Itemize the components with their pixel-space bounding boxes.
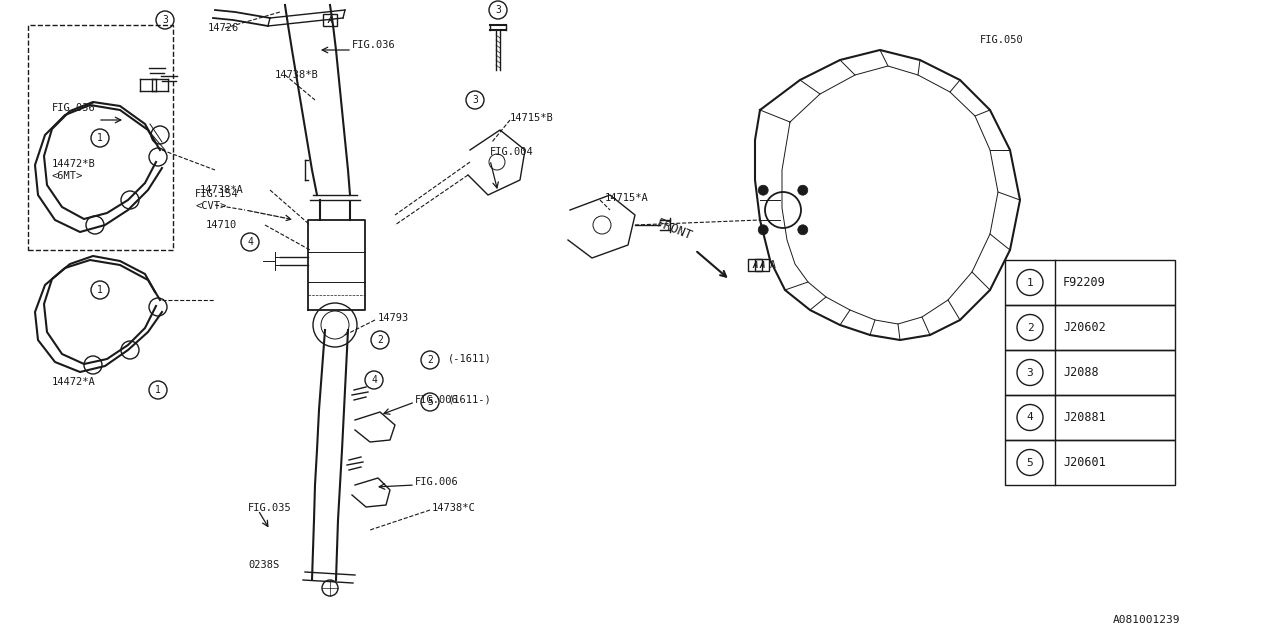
Text: 14738*B: 14738*B: [275, 70, 319, 80]
Bar: [324, 14, 337, 26]
Text: 1: 1: [97, 285, 102, 295]
Bar: [1005, 440, 1175, 485]
Text: 2: 2: [1027, 323, 1033, 333]
Text: 3: 3: [495, 5, 500, 15]
Circle shape: [797, 185, 808, 195]
Bar: [1005, 260, 1175, 305]
Text: 4: 4: [371, 375, 376, 385]
Text: 2: 2: [378, 335, 383, 345]
Text: 1: 1: [155, 385, 161, 395]
Bar: [1005, 350, 1175, 395]
Text: 3: 3: [472, 95, 477, 105]
Bar: [749, 259, 762, 271]
Text: J20602: J20602: [1062, 321, 1106, 334]
Text: A: A: [753, 260, 758, 269]
Text: FIG.006: FIG.006: [415, 395, 458, 405]
Bar: [1005, 395, 1175, 440]
Text: FIG.035: FIG.035: [248, 503, 292, 513]
Text: 4: 4: [1027, 413, 1033, 422]
Text: F92209: F92209: [1062, 276, 1106, 289]
Text: 4: 4: [247, 237, 253, 247]
Text: 3: 3: [1027, 367, 1033, 378]
Text: 14715*A: 14715*A: [605, 193, 649, 203]
Text: 5: 5: [1027, 458, 1033, 467]
Text: FIG.154
<CVT>: FIG.154 <CVT>: [195, 189, 239, 211]
Text: FIG.004: FIG.004: [490, 147, 534, 157]
Text: FIG.006: FIG.006: [415, 477, 458, 487]
Text: FIG.036: FIG.036: [352, 40, 396, 50]
Text: 3: 3: [163, 15, 168, 25]
Text: 1: 1: [97, 133, 102, 143]
Text: 14472*B
<6MT>: 14472*B <6MT>: [52, 159, 96, 181]
Text: 14472*A: 14472*A: [52, 377, 96, 387]
Bar: [28, 25, 173, 250]
Text: A: A: [771, 260, 776, 270]
Text: 14738*C: 14738*C: [433, 503, 476, 513]
Text: FIG.036: FIG.036: [52, 103, 96, 113]
Text: J2088: J2088: [1062, 366, 1098, 379]
Text: A: A: [328, 15, 333, 24]
Bar: [755, 259, 768, 271]
Text: 1: 1: [1027, 278, 1033, 287]
Text: 14715*B: 14715*B: [509, 113, 554, 123]
Text: A: A: [759, 260, 764, 269]
Text: 2: 2: [428, 355, 433, 365]
Text: FIG.050: FIG.050: [980, 35, 1024, 45]
Text: 14738*A: 14738*A: [200, 185, 243, 195]
Circle shape: [758, 225, 768, 235]
Text: J20601: J20601: [1062, 456, 1106, 469]
Text: (1611-): (1611-): [448, 395, 492, 405]
Bar: [1005, 305, 1175, 350]
Text: 14710: 14710: [206, 220, 237, 230]
Text: J20881: J20881: [1062, 411, 1106, 424]
Text: 0238S: 0238S: [248, 560, 279, 570]
Text: 5: 5: [428, 397, 433, 407]
Circle shape: [797, 225, 808, 235]
Circle shape: [758, 185, 768, 195]
Text: A081001239: A081001239: [1112, 615, 1180, 625]
Text: (-1611): (-1611): [448, 353, 492, 363]
Text: 14726: 14726: [207, 23, 239, 33]
Text: 14793: 14793: [378, 313, 410, 323]
Text: FRONT: FRONT: [655, 217, 695, 243]
